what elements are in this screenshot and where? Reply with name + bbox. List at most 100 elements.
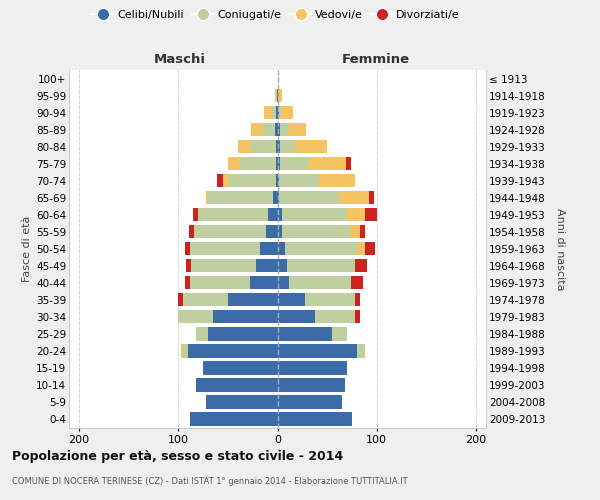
Bar (275, 140, 277, 153)
Y-axis label: Anni di nascita: Anni di nascita (555, 208, 565, 290)
Text: Maschi: Maschi (154, 52, 206, 66)
Bar (185, 242, 190, 256)
Bar (186, 259, 191, 272)
Bar (190, 276, 250, 289)
Bar (277, 191, 280, 204)
Bar (277, 259, 287, 272)
Bar (260, 242, 277, 256)
Bar (275, 123, 277, 136)
Bar (280, 140, 295, 153)
Bar (350, 225, 360, 238)
Bar (266, 225, 277, 238)
Bar (203, 362, 277, 374)
Bar (277, 174, 280, 188)
Bar (272, 191, 277, 204)
Bar (185, 276, 190, 289)
Bar (178, 293, 183, 306)
Bar (277, 412, 352, 426)
Bar (223, 174, 228, 188)
Bar (198, 208, 268, 222)
Bar (208, 191, 272, 204)
Bar (287, 259, 355, 272)
Bar (289, 276, 351, 289)
Bar (365, 208, 377, 222)
Bar (355, 259, 367, 272)
Bar (277, 344, 357, 358)
Text: Popolazione per età, sesso e stato civile - 2014: Popolazione per età, sesso e stato civil… (12, 450, 343, 463)
Bar (275, 174, 277, 188)
Text: Femmine: Femmine (341, 52, 410, 66)
Bar (281, 106, 293, 119)
Bar (217, 174, 223, 188)
Bar (280, 174, 319, 188)
Bar (178, 310, 213, 324)
Bar (280, 123, 289, 136)
Bar (228, 293, 277, 306)
Bar (238, 140, 251, 153)
Bar (277, 123, 280, 136)
Bar (277, 362, 347, 374)
Bar (277, 276, 289, 289)
Bar (188, 344, 277, 358)
Bar (308, 157, 346, 170)
Bar (277, 140, 280, 153)
Bar (275, 157, 277, 170)
Bar (305, 293, 355, 306)
Bar (194, 225, 266, 238)
Bar (277, 293, 305, 306)
Bar (280, 191, 339, 204)
Bar (280, 157, 308, 170)
Bar (286, 242, 357, 256)
Bar (228, 157, 240, 170)
Bar (196, 378, 277, 392)
Bar (190, 242, 260, 256)
Bar (183, 293, 228, 306)
Bar (277, 157, 280, 170)
Bar (277, 208, 283, 222)
Bar (268, 208, 277, 222)
Bar (357, 344, 365, 358)
Bar (355, 310, 360, 324)
Bar (277, 242, 286, 256)
Bar (183, 344, 188, 358)
Bar (251, 123, 263, 136)
Bar (208, 327, 277, 340)
Bar (277, 225, 283, 238)
Bar (280, 106, 281, 119)
Bar (277, 89, 283, 102)
Bar (283, 208, 347, 222)
Bar (332, 327, 347, 340)
Bar (315, 310, 355, 324)
Bar (289, 123, 306, 136)
Bar (206, 191, 208, 204)
Bar (206, 396, 277, 408)
Bar (351, 276, 363, 289)
Bar (357, 242, 365, 256)
Text: COMUNE DI NOCERA TERINESE (CZ) - Dati ISTAT 1° gennaio 2014 - Elaborazione TUTTI: COMUNE DI NOCERA TERINESE (CZ) - Dati IS… (12, 478, 407, 486)
Bar (295, 140, 327, 153)
Bar (277, 378, 345, 392)
Bar (263, 106, 272, 119)
Bar (190, 412, 277, 426)
Bar (189, 225, 194, 238)
Bar (283, 225, 350, 238)
Bar (191, 259, 256, 272)
Bar (181, 344, 183, 358)
Bar (193, 208, 198, 222)
Bar (240, 157, 275, 170)
Bar (319, 174, 355, 188)
Bar (196, 327, 208, 340)
Bar (272, 106, 275, 119)
Bar (250, 276, 277, 289)
Bar (360, 225, 365, 238)
Legend: Celibi/Nubili, Coniugati/e, Vedovi/e, Divorziati/e: Celibi/Nubili, Coniugati/e, Vedovi/e, Di… (88, 6, 464, 25)
Bar (256, 259, 277, 272)
Bar (339, 191, 369, 204)
Bar (346, 157, 351, 170)
Bar (275, 106, 277, 119)
Bar (263, 123, 275, 136)
Bar (347, 208, 365, 222)
Bar (275, 89, 277, 102)
Bar (277, 310, 315, 324)
Y-axis label: Fasce di età: Fasce di età (22, 216, 32, 282)
